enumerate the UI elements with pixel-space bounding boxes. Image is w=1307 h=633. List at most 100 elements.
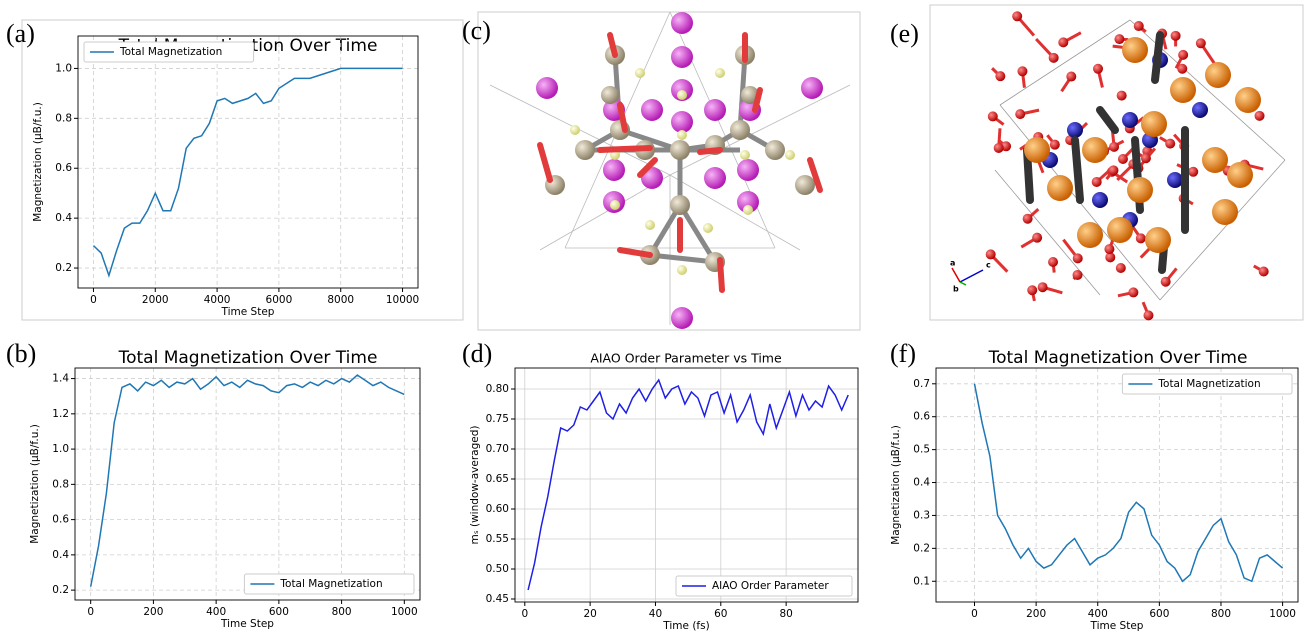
legend-label: AIAO Order Parameter (712, 580, 829, 592)
x-axis-label: Time (fs) (662, 620, 709, 632)
atom (670, 140, 690, 160)
atom (1205, 62, 1231, 88)
spin-arrow (600, 148, 650, 150)
x-tick-label: 800 (332, 606, 352, 618)
atom (1073, 253, 1083, 263)
y-axis-label: mₛ (window-averaged) (469, 426, 481, 545)
atom (1077, 222, 1103, 248)
spin-arrow (1075, 140, 1080, 200)
atom (1032, 233, 1042, 243)
atom (641, 99, 663, 121)
x-tick-label: 2000 (142, 294, 169, 306)
x-axis-label: Time Step (1090, 620, 1144, 632)
y-tick-label: 0.1 (913, 575, 930, 587)
axis-label: a (950, 259, 955, 268)
atom (703, 223, 713, 233)
atom (677, 265, 687, 275)
panel-label: (f) (890, 339, 916, 368)
atom (1165, 139, 1175, 149)
x-tick-label: 40 (649, 608, 662, 620)
chart-title: AIAO Order Parameter vs Time (590, 351, 782, 366)
x-tick-label: 600 (1149, 608, 1169, 620)
atom (1141, 111, 1167, 137)
y-tick-label: 0.2 (52, 584, 69, 596)
atom (740, 150, 750, 160)
atom (1145, 227, 1171, 253)
y-tick-label: 0.80 (486, 383, 509, 395)
spin-arrow (720, 260, 722, 290)
atom (610, 200, 620, 210)
figure: (a) (b) (c) (d) (e) (f) a b c Total Magn… (0, 0, 1307, 633)
atom (704, 167, 726, 189)
atom (994, 143, 1004, 153)
y-tick-label: 0.60 (486, 503, 509, 515)
atom (785, 150, 795, 160)
atom (743, 205, 753, 215)
atom (1118, 154, 1128, 164)
atom (570, 125, 580, 135)
y-tick-label: 0.7 (913, 378, 930, 390)
atom (1017, 66, 1027, 76)
legend-label: Total Magnetization (1157, 378, 1260, 390)
atom (670, 195, 690, 215)
atom (1048, 257, 1058, 267)
y-tick-label: 0.70 (486, 443, 509, 455)
legend-label: Total Magnetization (119, 46, 222, 58)
data-line (528, 380, 848, 590)
x-axis-label: Time Step (221, 306, 275, 318)
axis-label: c (986, 261, 991, 270)
chart-title: Total Magnetization Over Time (118, 348, 378, 368)
x-tick-label: 600 (269, 606, 289, 618)
y-tick-label: 0.4 (913, 477, 930, 489)
x-tick-label: 6000 (266, 294, 293, 306)
panel-label: (b) (6, 339, 36, 368)
atom (1117, 91, 1127, 101)
y-tick-label: 0.3 (913, 509, 930, 521)
y-tick-label: 0.50 (486, 563, 509, 575)
atom (1104, 244, 1114, 254)
atom (1227, 162, 1253, 188)
atom (1047, 175, 1073, 201)
y-tick-label: 0.4 (52, 549, 69, 561)
atom (988, 111, 998, 121)
y-axis-label: Magnetization (μB/f.u.) (32, 102, 44, 222)
y-tick-label: 0.2 (55, 262, 72, 274)
spin-arrow (1155, 35, 1160, 80)
spin-arrow (540, 145, 550, 180)
atom (1161, 277, 1171, 287)
atom (1235, 87, 1261, 113)
axis-triad: a b c (950, 259, 991, 294)
x-tick-label: 80 (779, 608, 792, 620)
atom (635, 68, 645, 78)
x-tick-label: 1000 (391, 606, 418, 618)
atom (1212, 199, 1238, 225)
atom (1066, 72, 1076, 82)
x-tick-label: 4000 (204, 294, 231, 306)
atom (671, 307, 693, 329)
atom (1141, 153, 1151, 163)
x-tick-label: 20 (583, 608, 596, 620)
panel-label: (e) (890, 19, 919, 48)
atom (1108, 165, 1118, 175)
atom (1024, 137, 1050, 163)
x-tick-label: 10000 (386, 294, 419, 306)
atom (1015, 109, 1025, 119)
panel-label: (d) (462, 339, 492, 368)
x-tick-label: 800 (1211, 608, 1231, 620)
x-tick-label: 0 (87, 606, 94, 618)
x-tick-label: 60 (714, 608, 727, 620)
y-tick-label: 1.4 (52, 373, 69, 385)
y-tick-label: 0.55 (486, 533, 509, 545)
atom (1058, 37, 1068, 47)
atom (986, 249, 996, 259)
atom (671, 111, 693, 133)
atom (1092, 192, 1108, 208)
atom (795, 175, 815, 195)
structure-e (986, 11, 1285, 320)
y-tick-label: 0.2 (913, 542, 930, 554)
atom (575, 140, 595, 160)
atom (1136, 233, 1146, 243)
y-tick-label: 0.75 (486, 413, 509, 425)
panel-frame (22, 20, 463, 320)
atom (1114, 34, 1124, 44)
